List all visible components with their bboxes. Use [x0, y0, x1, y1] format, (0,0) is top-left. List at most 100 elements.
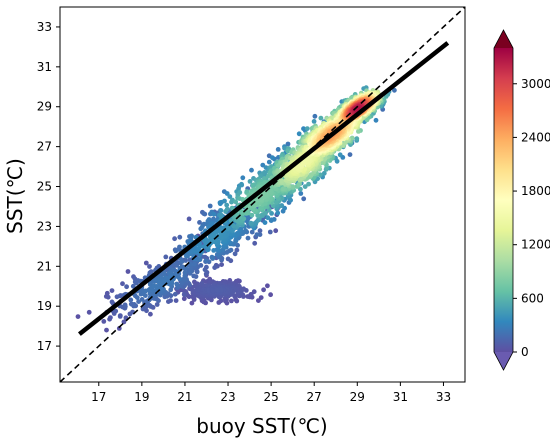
density-point — [108, 315, 113, 320]
density-point — [269, 211, 274, 216]
density-point — [249, 167, 254, 173]
density-point — [86, 309, 92, 315]
density-point — [101, 319, 107, 324]
colorbar-tick-label: 3000 — [521, 77, 550, 91]
density-point — [297, 181, 302, 187]
density-point — [186, 216, 192, 222]
x-tick-label: 33 — [436, 390, 451, 404]
density-point — [131, 302, 137, 307]
density-point — [182, 266, 188, 271]
y-tick-label: 21 — [37, 259, 52, 273]
density-point — [118, 293, 124, 298]
density-point — [181, 296, 187, 302]
density-point — [258, 295, 264, 300]
density-point — [165, 275, 171, 281]
density-point — [188, 262, 194, 267]
density-point — [334, 158, 340, 164]
one-to-one-reference-line — [60, 7, 465, 382]
x-axis: 17 19 21 23 25 27 29 31 33 — [91, 382, 451, 404]
y-tick-label: 31 — [37, 60, 52, 74]
density-point — [179, 259, 185, 264]
density-point — [337, 152, 343, 158]
density-point — [163, 254, 169, 260]
density-point — [245, 235, 251, 241]
density-point — [124, 284, 129, 290]
density-point — [270, 155, 275, 161]
density-point — [267, 170, 273, 176]
density-point — [255, 213, 261, 218]
density-point — [197, 220, 202, 225]
density-point — [189, 300, 195, 306]
colorbar-tick-label: 2400 — [521, 130, 550, 144]
density-point — [143, 260, 149, 266]
density-point — [248, 292, 254, 297]
density-point — [249, 229, 255, 235]
density-point — [218, 298, 224, 304]
y-axis-label: SST(℃) — [3, 158, 27, 234]
density-point — [343, 140, 348, 146]
density-point — [121, 319, 127, 325]
density-point — [265, 283, 270, 289]
density-point — [231, 223, 236, 229]
density-point — [266, 159, 272, 165]
density-point — [222, 296, 228, 301]
x-tick-label: 21 — [177, 390, 192, 404]
colorbar-tick-label: 1200 — [521, 238, 550, 252]
density-point — [116, 326, 122, 331]
density-point — [218, 208, 224, 213]
density-point — [239, 182, 245, 188]
density-point — [225, 225, 231, 231]
density-point — [312, 113, 318, 119]
density-point — [198, 226, 204, 232]
density-point — [120, 281, 125, 287]
density-point — [186, 269, 192, 275]
density-point — [225, 256, 231, 262]
x-tick-label: 27 — [307, 390, 322, 404]
density-point — [194, 269, 200, 275]
density-point — [139, 297, 145, 302]
density-point — [265, 215, 271, 221]
density-point — [224, 202, 230, 208]
density-point — [254, 232, 260, 238]
density-point — [174, 281, 180, 287]
density-point — [172, 291, 178, 297]
density-point — [308, 172, 314, 178]
density-point — [247, 179, 253, 184]
density-point — [245, 210, 251, 216]
x-tick-label: 31 — [393, 390, 408, 404]
y-tick-label: 33 — [37, 20, 52, 34]
density-point — [204, 264, 209, 270]
density-point — [229, 298, 234, 304]
density-point — [176, 247, 182, 252]
colorbar-tick-label: 0 — [521, 345, 529, 359]
density-point — [290, 184, 296, 190]
density-point — [206, 217, 212, 222]
density-point — [241, 216, 247, 222]
density-point — [147, 291, 153, 296]
density-point — [207, 203, 213, 209]
density-point — [240, 175, 246, 181]
colorbar-extend-low — [494, 352, 513, 370]
y-tick-label: 29 — [37, 100, 52, 114]
density-point — [122, 302, 128, 308]
density-point — [311, 119, 317, 124]
density-point — [162, 294, 168, 300]
density-point — [229, 199, 234, 205]
density-point — [113, 308, 119, 314]
plot-frame — [59, 6, 466, 383]
density-point — [273, 200, 279, 205]
density-point — [182, 270, 188, 276]
density-point — [210, 288, 216, 294]
density-point — [347, 152, 353, 158]
density-point — [234, 231, 240, 236]
density-point — [249, 212, 255, 218]
y-axis: 17 19 21 23 25 27 29 31 33 — [37, 20, 60, 353]
density-point — [296, 131, 302, 137]
density-point — [235, 242, 241, 248]
x-tick-label: 29 — [350, 390, 365, 404]
density-point — [125, 269, 131, 274]
x-tick-label: 25 — [263, 390, 278, 404]
density-point — [195, 256, 201, 262]
x-tick-label: 17 — [91, 390, 106, 404]
